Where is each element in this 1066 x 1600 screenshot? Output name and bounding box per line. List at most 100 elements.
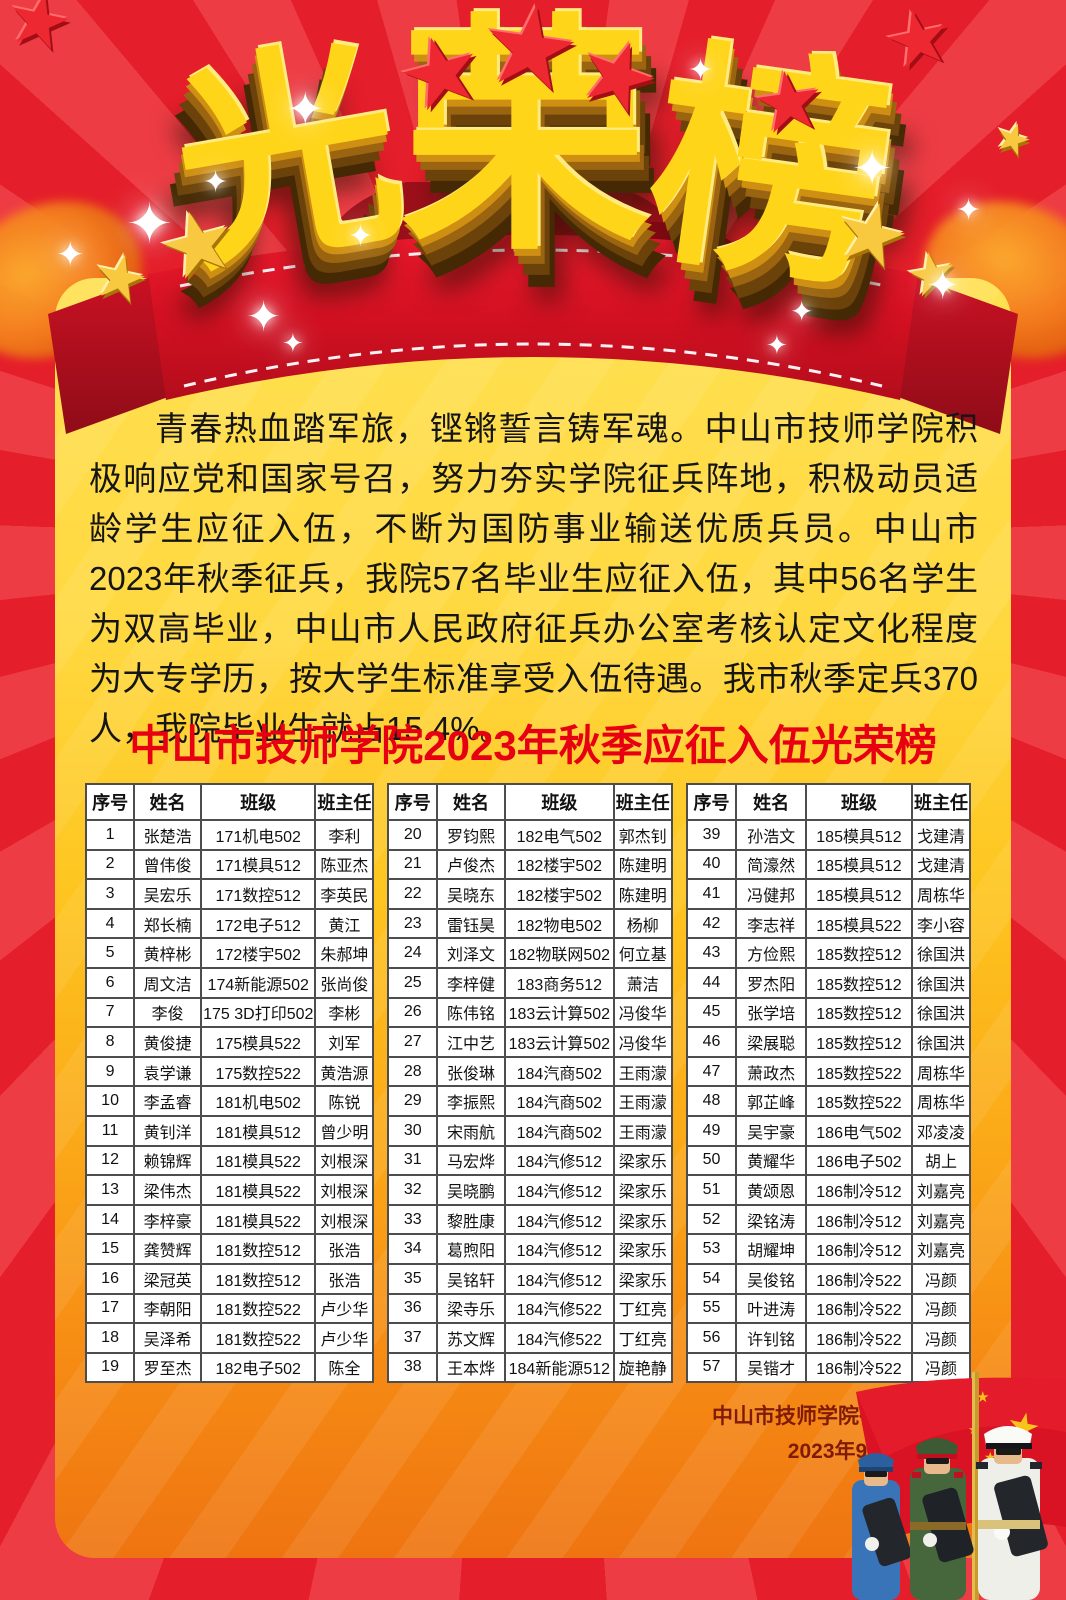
table-row: 24 刘泽文 182物联网502 何立基 (387, 937, 673, 969)
cell-class: 184汽商502 (503, 1114, 615, 1147)
cell-no: 32 (387, 1174, 439, 1206)
table-row: 3 吴宏乐 171数控512 李英民 (84, 878, 375, 910)
cell-teacher: 陈建明 (612, 878, 673, 910)
cell-no: 53 (685, 1233, 738, 1265)
table-row: 13 梁伟杰 181模具522 刘根深 (84, 1174, 375, 1206)
cell-name: 李梓豪 (133, 1203, 203, 1236)
cell-no: 19 (84, 1351, 136, 1384)
cell-no: 6 (84, 966, 136, 999)
cell-teacher: 李小容 (910, 907, 971, 940)
cell-no: 54 (685, 1262, 738, 1295)
cell-teacher: 梁家乐 (612, 1203, 673, 1236)
cell-teacher: 徐国洪 (910, 1026, 971, 1058)
cell-teacher: 丁红亮 (612, 1322, 673, 1354)
table-row: 4 郑长楠 172电子512 黄江 (84, 907, 375, 940)
cell-name: 吴泽希 (133, 1322, 203, 1354)
cell-name: 卢俊杰 (436, 848, 506, 881)
table-row: 49 吴宇豪 186电气502 邓凌凌 (685, 1114, 971, 1147)
cell-teacher: 刘根深 (314, 1203, 375, 1236)
cell-class: 181数控522 (200, 1322, 317, 1354)
cell-class: 175 3D打印502 (200, 996, 317, 1029)
cell-name: 李俊 (133, 996, 203, 1029)
flag-pole (972, 1372, 979, 1600)
soldier-blue (852, 1453, 912, 1600)
cell-no: 17 (84, 1292, 136, 1325)
cell-name: 许钊铭 (735, 1322, 808, 1354)
cell-class: 186制冷522 (805, 1322, 913, 1354)
table-row: 28 张俊琳 184汽商502 王雨濛 (387, 1055, 673, 1088)
cell-name: 吴晓鹏 (436, 1174, 506, 1206)
table-row: 26 陈伟铭 183云计算502 冯俊华 (387, 996, 673, 1029)
cell-teacher: 卢少华 (314, 1292, 375, 1325)
table-row: 50 黄耀华 186电子502 胡上 (685, 1144, 971, 1177)
cell-name: 吴晓东 (436, 878, 506, 910)
cell-name: 龚赞辉 (133, 1233, 203, 1265)
cell-teacher: 丁红亮 (612, 1292, 673, 1325)
cell-name: 陈伟铭 (436, 996, 506, 1029)
cell-class: 185模具512 (805, 878, 913, 910)
cell-name: 方俭熙 (735, 937, 808, 969)
cell-teacher: 杨柳 (612, 907, 673, 940)
cell-no: 43 (685, 937, 738, 969)
cell-no: 14 (84, 1203, 136, 1236)
cell-name: 张俊琳 (436, 1055, 506, 1088)
cell-no: 12 (84, 1144, 136, 1177)
cell-teacher: 冯颜 (910, 1262, 971, 1295)
cell-name: 黎胜康 (436, 1203, 506, 1236)
cell-teacher: 卢少华 (314, 1322, 375, 1354)
table-row: 31 马宏烨 184汽修512 梁家乐 (387, 1144, 673, 1177)
column-header: 班主任 (612, 783, 673, 821)
cell-no: 36 (387, 1292, 439, 1325)
cell-class: 181模具522 (200, 1203, 317, 1236)
roster-table: 序号 姓名 班级 班主任 1 张楚浩 171机电502 李利 2 曾伟俊 171模具512 陈亚杰 3 吴… (84, 783, 375, 1384)
table-row: 37 苏文辉 184汽修522 丁红亮 (387, 1322, 673, 1354)
cell-class: 182楼宇502 (503, 848, 615, 881)
ribbon-stitch-top (179, 248, 887, 288)
cell-teacher: 刘嘉亮 (910, 1203, 971, 1236)
cell-teacher: 刘根深 (314, 1174, 375, 1206)
cell-name: 孙浩文 (735, 819, 808, 851)
cell-class: 185数控522 (805, 1055, 913, 1088)
cell-class: 181数控512 (200, 1233, 317, 1265)
table-row: 34 葛煦阳 184汽修512 梁家乐 (387, 1233, 673, 1265)
flag-pole-highlight (972, 1372, 975, 1600)
cell-class: 186制冷512 (805, 1203, 913, 1236)
cell-no: 1 (84, 819, 136, 851)
cell-class: 186制冷512 (805, 1233, 913, 1265)
cell-no: 3 (84, 878, 136, 910)
cell-no: 34 (387, 1233, 439, 1265)
table-row: 54 吴俊铭 186制冷522 冯颜 (685, 1262, 971, 1295)
cell-name: 郭芷峰 (735, 1085, 808, 1117)
cell-class: 184汽修512 (503, 1144, 615, 1177)
cell-teacher: 梁家乐 (612, 1144, 673, 1177)
cell-no: 33 (387, 1203, 439, 1236)
cell-teacher: 郭杰钊 (612, 819, 673, 851)
cell-no: 31 (387, 1144, 439, 1177)
cell-name: 罗杰阳 (735, 966, 808, 999)
cell-class: 175数控522 (200, 1055, 317, 1088)
table-row: 1 张楚浩 171机电502 李利 (84, 819, 375, 851)
cell-teacher: 周栋华 (910, 878, 971, 910)
cell-no: 48 (685, 1085, 738, 1117)
table-row: 36 梁寺乐 184汽修522 丁红亮 (387, 1292, 673, 1325)
cell-no: 5 (84, 937, 136, 969)
section-title: 中山市技师学院2023年秋季应征入伍光荣榜 (129, 722, 937, 769)
cell-class: 186制冷512 (805, 1174, 913, 1206)
table-row: 16 梁冠英 181数控512 张浩 (84, 1262, 375, 1295)
cell-class: 172电子512 (200, 907, 317, 940)
cell-no: 37 (387, 1322, 439, 1354)
cell-name: 张楚浩 (133, 819, 203, 851)
column-header: 班主任 (314, 783, 375, 821)
cell-name: 黄颂恩 (735, 1174, 808, 1206)
flag-highlight (856, 1377, 1066, 1458)
cell-class: 185数控512 (805, 1026, 913, 1058)
cell-name: 梁寺乐 (436, 1292, 506, 1325)
cell-name: 梁铭涛 (735, 1203, 808, 1236)
cell-name: 郑长楠 (133, 907, 203, 940)
column-header: 班级 (503, 783, 615, 821)
table-row: 33 黎胜康 184汽修512 梁家乐 (387, 1203, 673, 1236)
cell-no: 11 (84, 1114, 136, 1147)
table-row: 19 罗至杰 182电子502 陈全 (84, 1351, 375, 1384)
table-row: 55 叶进涛 186制冷522 冯颜 (685, 1292, 971, 1325)
table-row: 42 李志祥 185模具522 李小容 (685, 907, 971, 940)
